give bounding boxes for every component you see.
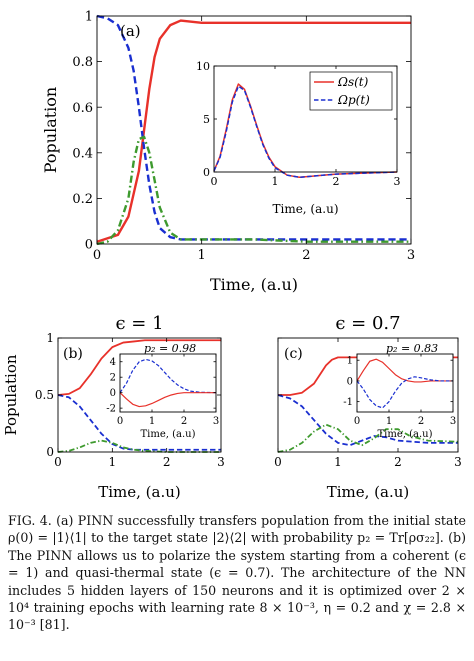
- caption-text: FIG. 4. (a) PINN successfully transfers …: [8, 513, 466, 633]
- a-ytick-label: 1: [85, 10, 93, 25]
- legend-label-omega-s: Ωs(t): [337, 75, 369, 89]
- b-inset-xtick-label: 3: [213, 416, 219, 427]
- b-inset-ytick-label: 0: [110, 388, 116, 399]
- a-series-solid-red: [96, 19, 411, 243]
- b-xlabel: Time, (a.u): [98, 483, 181, 501]
- a-ytick-label: 0: [85, 238, 93, 253]
- c-inset-plot-area: [357, 354, 453, 412]
- c-xtick-label: 0: [274, 455, 282, 469]
- c-inset-series-dashed-blue: [356, 376, 453, 409]
- c-annotation: p₂ = 0.83: [386, 342, 438, 355]
- c-inset-xlabel: Time, (a.u): [377, 429, 432, 440]
- b-ylabel: Population: [2, 354, 20, 435]
- a-ytick-label: 0.8: [72, 55, 93, 70]
- c-inset-xtick-label: 0: [354, 416, 360, 427]
- b-title: ϵ = 1: [115, 313, 163, 334]
- a-ytick-label: 0.2: [72, 192, 93, 207]
- b-inset-ytick-label: -2: [106, 404, 116, 415]
- a-inset-xtick-label: 2: [333, 175, 340, 188]
- c-xlabel: Time, (a.u): [327, 483, 410, 501]
- b-inset-xtick-label: 1: [149, 416, 155, 427]
- a-inset-ytick-label: 10: [196, 60, 210, 73]
- a-xlabel: Time, (a.u): [210, 275, 298, 294]
- b-annotation: p₂ = 0.98: [144, 342, 196, 355]
- b-inset-series-solid-red: [119, 392, 216, 408]
- a-inset-xlabel: Time, (a.u): [272, 202, 338, 216]
- a-inset-xtick-label: 0: [211, 175, 218, 188]
- b-xtick-label: 0: [54, 455, 62, 469]
- c-inset-frame: [356, 353, 454, 413]
- c-series-dashdot-green: [277, 423, 459, 453]
- a-xtick-label: 2: [302, 248, 310, 263]
- b-inset-plot-area: [120, 354, 216, 412]
- a-series-dashdot-green: [96, 135, 411, 246]
- a-inset-xtick-label: 1: [272, 175, 279, 188]
- panel-b: 0 1 2 3 0 0.5 1 ϵ = 1 Time, (a.u) Population (b) p₂…: [2, 313, 225, 501]
- b-ytick-label: 0: [46, 445, 54, 459]
- c-inset-xtick-label: 1: [386, 416, 392, 427]
- a-inset-legend: Ωs(t) Ωp(t): [309, 71, 393, 111]
- a-inset-xtick-label: 3: [394, 175, 401, 188]
- figure-4: 0 1 2 3 0 0.2 0.4 0.6 0.8 1 Time, (a.u) Population (…: [2, 10, 462, 501]
- b-inset-xtick-label: 2: [181, 416, 187, 427]
- b-series-dashed-blue: [57, 394, 221, 451]
- a-inset-ytick-label: 5: [203, 113, 210, 126]
- b-inset-frame: [119, 353, 217, 413]
- legend-label-omega-p: Ωp(t): [337, 93, 370, 107]
- figure-caption: FIG. 4. (a) PINN successfully transfers …: [8, 512, 466, 634]
- c-xtick-label: 1: [334, 455, 342, 469]
- c-inset-series-solid-red: [356, 358, 453, 383]
- a-xtick-label: 3: [407, 248, 415, 263]
- c-inset-ytick-label: 0: [347, 376, 353, 387]
- b-ytick-label: 0.5: [35, 388, 54, 402]
- b-panel-label: (b): [63, 346, 83, 362]
- a-series-dashed-blue: [96, 14, 411, 241]
- b-inset-ytick-label: 4: [110, 357, 116, 368]
- b-xtick-label: 1: [109, 455, 117, 469]
- b-xtick-label: 2: [163, 455, 171, 469]
- panel-a: 0 1 2 3 0 0.2 0.4 0.6 0.8 1 Time, (a.u) Population (…: [41, 10, 415, 294]
- a-xtick-label: 0: [93, 248, 101, 263]
- b-inset-xlabel: Time, (a.u): [140, 429, 195, 440]
- c-inset-ytick-label: -1: [343, 397, 353, 408]
- a-inset-series-dashed-blue: [213, 85, 398, 179]
- c-inset-ytick-label: 1: [347, 356, 353, 367]
- c-inset-xtick-label: 3: [450, 416, 456, 427]
- panel-c: 0 1 2 3 ϵ = 0.7 Time, (a.u) (c) p₂ = 0.83 0 1 2 3 -1…: [274, 313, 462, 501]
- legend-box: [309, 71, 393, 111]
- c-panel-label: (c): [284, 346, 303, 362]
- b-inset-xtick-label: 0: [117, 416, 123, 427]
- c-title: ϵ = 0.7: [335, 313, 400, 334]
- c-xtick-label: 2: [394, 455, 402, 469]
- b-ytick-label: 1: [46, 331, 54, 345]
- c-inset-xtick-label: 2: [418, 416, 424, 427]
- c-xtick-label: 3: [454, 455, 462, 469]
- a-ytick-label: 0.6: [72, 101, 93, 116]
- a-inset: 0 1 2 3 0 5 10 Time, (a.u) Ωs(t) Ωp(t): [196, 60, 401, 216]
- a-ytick-label: 0.4: [72, 146, 93, 161]
- b-inset-ytick-label: 2: [110, 373, 116, 384]
- c-series-dashed-blue: [277, 394, 458, 447]
- a-ylabel: Population: [41, 87, 60, 173]
- a-frame: [96, 15, 412, 245]
- b-xtick-label: 3: [217, 455, 225, 469]
- a-xtick-label: 1: [198, 248, 206, 263]
- a-inset-ytick-label: 0: [203, 166, 210, 179]
- b-inset-series-dashed-blue: [119, 358, 217, 394]
- a-panel-label: (a): [120, 22, 141, 40]
